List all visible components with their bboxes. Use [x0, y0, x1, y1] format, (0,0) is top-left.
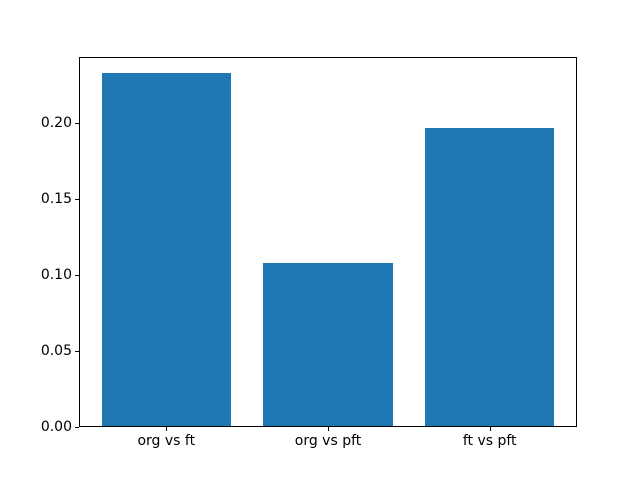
- bar: [263, 263, 393, 426]
- y-tick-label: 0.10: [40, 266, 72, 283]
- bar: [101, 73, 231, 426]
- x-tick: [166, 427, 168, 431]
- x-tick-label: org vs pft: [294, 433, 362, 449]
- y-tick: [75, 122, 79, 124]
- y-tick: [75, 427, 79, 428]
- bar: [425, 127, 555, 426]
- x-tick-label: org vs ft: [137, 433, 196, 449]
- x-tick: [489, 427, 491, 431]
- y-tick: [75, 274, 79, 276]
- y-tick-label: 0.20: [40, 114, 72, 131]
- x-tick: [328, 427, 329, 431]
- y-tick-label: 0.00: [40, 419, 72, 435]
- y-tick: [75, 198, 79, 200]
- y-tick: [75, 350, 79, 352]
- x-tick-label: ft vs pft: [462, 433, 517, 449]
- y-tick-label: 0.15: [40, 190, 72, 207]
- y-tick-label: 0.05: [40, 342, 72, 359]
- plot-area: [79, 57, 577, 427]
